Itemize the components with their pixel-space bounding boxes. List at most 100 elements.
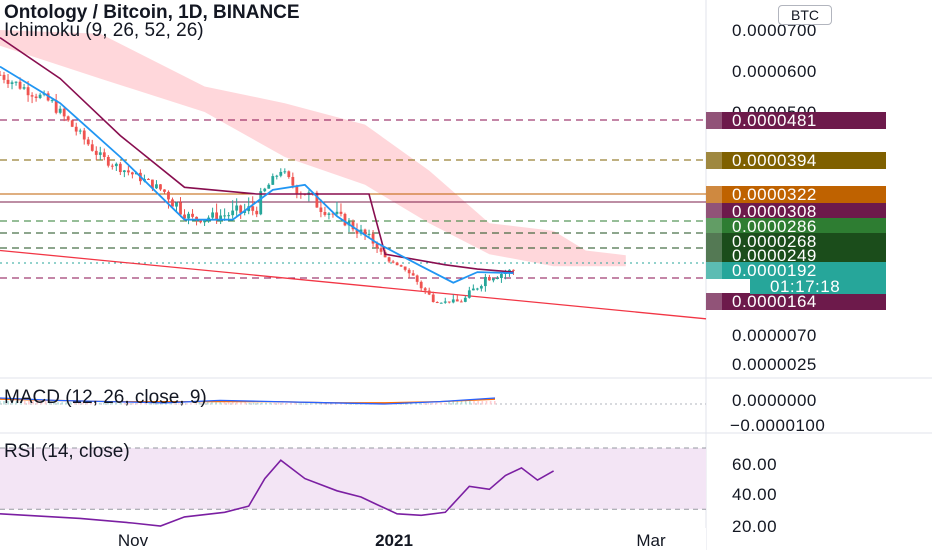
candle-body — [367, 233, 371, 236]
candle-body — [179, 202, 182, 215]
candle-body — [159, 184, 162, 190]
time-axis-background — [0, 528, 706, 550]
macd-histogram-bar — [0, 401, 1, 405]
candle-body — [475, 288, 479, 290]
macd-histogram-bar — [36, 401, 39, 405]
candle-body — [275, 175, 279, 177]
macd-histogram-bar — [427, 402, 430, 405]
candle-body — [431, 294, 435, 303]
candle-body — [343, 213, 347, 226]
candle-body — [443, 301, 447, 303]
macd-histogram-bar — [473, 401, 475, 405]
candle-body — [459, 301, 463, 303]
candle-body — [483, 276, 487, 287]
candle-body — [259, 191, 263, 215]
candle-body — [74, 126, 78, 132]
candle-body — [447, 301, 451, 303]
candle-body — [327, 213, 331, 215]
macd-histogram-bar — [127, 402, 130, 405]
macd-histogram-bar — [294, 402, 296, 405]
macd-histogram-bar — [15, 401, 18, 405]
macd-histogram-bar — [481, 401, 484, 405]
macd-histogram-bar — [281, 402, 284, 405]
candle-body — [419, 281, 423, 289]
candle-body — [467, 290, 471, 298]
price-level-tag-marker — [706, 262, 722, 279]
candle-body — [223, 215, 227, 217]
macd-histogram-bar — [265, 402, 267, 405]
currency-button[interactable]: BTC — [778, 5, 832, 25]
candle-body — [451, 299, 455, 303]
price-level-label: 0.0000192 — [732, 261, 817, 280]
candle-body — [295, 185, 299, 194]
candle-body — [50, 100, 54, 102]
macd-histogram-bar — [32, 401, 34, 405]
price-level-label: 0.0000308 — [732, 202, 817, 221]
macd-histogram-bar — [219, 402, 222, 405]
macd-histogram-bar — [123, 402, 126, 405]
rsi-label[interactable]: RSI (14, close) — [4, 441, 130, 462]
macd-histogram-bar — [261, 402, 263, 405]
macd-histogram-bar — [277, 402, 280, 405]
macd-histogram-bar — [256, 402, 259, 405]
macd-histogram-bar — [3, 401, 5, 405]
macd-histogram-bar — [335, 403, 338, 405]
candle-body — [171, 199, 174, 207]
rsi-axis-tick: 40.00 — [732, 485, 777, 504]
macd-histogram-bar — [360, 404, 363, 405]
macd-histogram-bar — [90, 402, 93, 405]
candle-body — [371, 233, 375, 244]
macd-histogram-bar — [269, 402, 271, 405]
macd-axis-tick: −0.0000100 — [730, 416, 825, 435]
rsi-axis-tick: 20.00 — [732, 517, 777, 536]
candle-body — [331, 213, 335, 215]
macd-histogram-bar — [111, 402, 113, 405]
macd-histogram-bar — [290, 402, 292, 405]
candle-body — [199, 219, 202, 223]
macd-histogram-bar — [331, 403, 334, 405]
candle-body — [463, 297, 467, 302]
macd-histogram-bar — [469, 401, 471, 405]
macd-histogram-bar — [352, 404, 355, 405]
candle-body — [215, 212, 219, 220]
macd-histogram-bar — [414, 402, 417, 405]
ichimoku-label[interactable]: Ichimoku (9, 26, 52, 26) — [4, 20, 204, 41]
candle-body — [98, 152, 102, 155]
macd-histogram-bar — [240, 402, 242, 405]
macd-label[interactable]: MACD (12, 26, close, 9) — [4, 387, 207, 408]
candle-body — [323, 212, 327, 215]
price-level-tag — [706, 233, 886, 250]
candle-body — [66, 116, 70, 121]
candle-body — [287, 171, 291, 178]
macd-histogram-bar — [190, 403, 192, 405]
macd-histogram-bar — [132, 402, 134, 405]
macd-histogram-bar — [223, 402, 226, 405]
candle-body — [399, 265, 403, 267]
candle-body — [403, 266, 407, 270]
macd-histogram-bar — [302, 403, 305, 405]
candle-body — [255, 210, 259, 215]
price-level-tag-marker — [706, 152, 722, 169]
candle-body — [14, 81, 18, 83]
price-level-tag-marker — [706, 247, 722, 264]
macd-histogram-bar — [82, 402, 84, 405]
macd-histogram-bar — [211, 402, 213, 405]
macd-histogram-bar — [356, 404, 359, 405]
rsi-axis-tick: 60.00 — [732, 455, 777, 474]
candle-body — [487, 276, 491, 281]
candle-body — [512, 269, 515, 271]
macd-histogram-bar — [40, 401, 43, 405]
candle-body — [283, 171, 287, 173]
macd-histogram-bar — [448, 401, 450, 405]
candle-body — [203, 219, 206, 223]
macd-histogram-bar — [227, 402, 230, 405]
price-level-tag — [706, 186, 886, 203]
macd-histogram-bar — [423, 402, 425, 405]
macd-histogram-bar — [65, 402, 68, 405]
macd-histogram-bar — [169, 403, 172, 405]
candle-body — [415, 275, 419, 282]
candle-body — [54, 100, 58, 113]
macd-histogram-bar — [19, 401, 22, 405]
